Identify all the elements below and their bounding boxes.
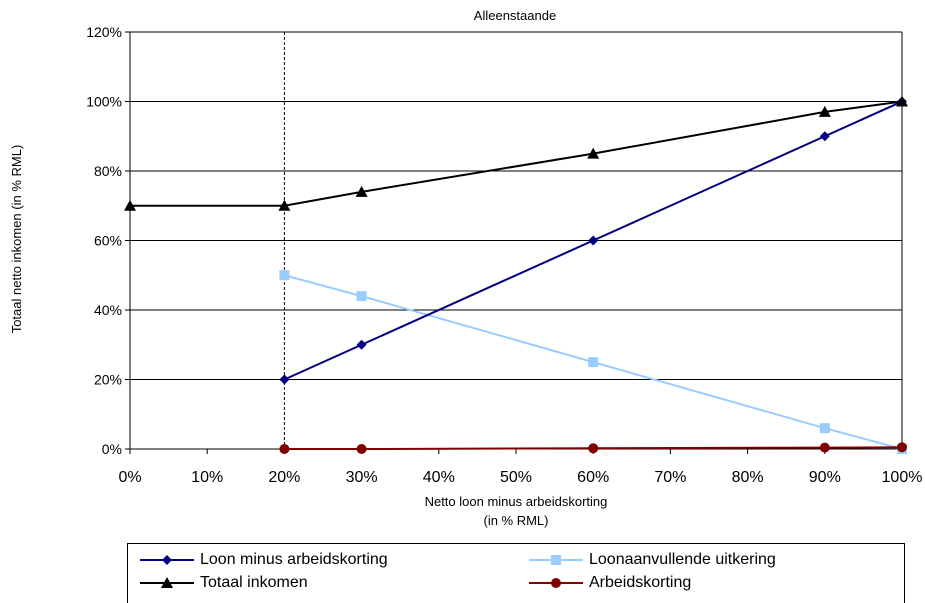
data-point-loonaanvullende-uitkering [819,423,830,434]
legend-item-loonaanvullende-uitkering: Loonaanvullende uitkering [525,549,776,571]
data-point-loon-minus-arbeidskorting [588,235,599,246]
y-tick-label: 60% [94,233,122,249]
legend-label: Loon minus arbeidskorting [200,551,388,568]
legend-item-arbeidskorting: Arbeidskorting [525,572,691,594]
data-point-totaal-inkomen [818,105,831,117]
legend-label: Arbeidskorting [589,574,692,591]
legend-swatch [140,555,194,565]
x-tick-label: 50% [500,469,532,486]
legend-swatch [529,555,583,565]
data-point-totaal-inkomen [278,199,291,211]
legend-label: Loonaanvullende uitkering [589,551,776,568]
x-tick-label: 80% [732,469,764,486]
y-tick-label: 80% [94,163,122,179]
line-chart: Alleenstaande Totaal netto inkomen (in %… [9,8,922,528]
legend-item-loon-minus-arbeidskorting: Loon minus arbeidskorting [136,549,388,571]
legend-label: Totaal inkomen [200,574,308,591]
x-tick-label: 10% [191,469,223,486]
legend-item-totaal-inkomen: Totaal inkomen [136,572,308,594]
data-point-arbeidskorting [356,444,367,454]
chart-title: Alleenstaande [474,8,556,23]
x-tick-label: 0% [118,469,141,486]
data-point-arbeidskorting [897,442,907,453]
data-point-arbeidskorting [279,444,290,454]
data-point-loon-minus-arbeidskorting [356,339,367,350]
legend-swatch-marker [551,578,561,588]
data-point-loonaanvullende-uitkering [279,270,290,281]
plot-area: 0% 20% 40% 60% 80% 100% 120% 0% 10% 20% 30% 40% 50% 6… [86,24,922,486]
data-point-totaal-inkomen [896,95,908,107]
data-point-arbeidskorting [588,443,599,454]
y-tick-label: 20% [94,372,122,388]
legend-swatch-marker [162,555,172,565]
legend-swatch-marker [551,555,561,565]
x-tick-label: 60% [577,469,609,486]
legend-swatch-marker [161,577,173,588]
x-axis-label-line-1: Netto loon minus arbeidskorting [425,494,608,509]
y-axis-label: Totaal netto inkomen (in % RML) [9,145,24,334]
data-point-totaal-inkomen [587,147,600,159]
legend-swatch [140,577,194,588]
legend: Loon minus arbeidskorting Loonaanvullende… [127,543,905,603]
x-tick-label: 30% [346,469,378,486]
x-axis-label-line-2: (in % RML) [483,513,548,528]
data-point-loonaanvullende-uitkering [588,357,599,368]
y-tick-label: 40% [94,302,122,318]
x-tick-label: 100% [882,469,923,486]
y-tick-label: 120% [86,24,122,40]
x-tick-label: 40% [423,469,455,486]
x-tick-label: 70% [654,469,686,486]
data-point-loon-minus-arbeidskorting [819,131,830,142]
y-tick-label: 100% [86,94,122,110]
data-point-totaal-inkomen [355,185,368,197]
data-point-loon-minus-arbeidskorting [279,374,290,385]
series-line-totaal-inkomen [130,100,903,207]
x-tick-label: 90% [809,469,841,486]
legend-swatch [529,578,583,588]
data-point-totaal-inkomen [124,199,136,211]
data-point-arbeidskorting [819,442,830,453]
x-tick-label: 20% [268,469,300,486]
data-point-loonaanvullende-uitkering [356,291,367,302]
y-tick-label: 0% [102,441,122,457]
